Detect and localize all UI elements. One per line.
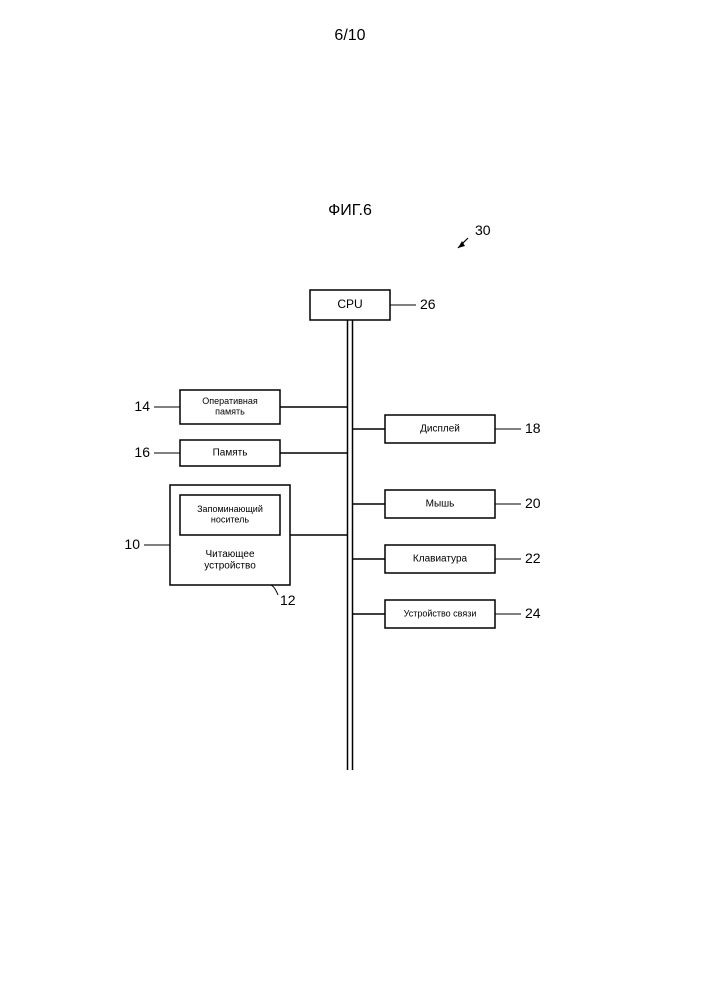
node-kbd-label: Клавиатура — [413, 554, 468, 565]
node-mem-label: Память — [213, 448, 248, 459]
nodes-layer: CPU 26 Оперативнаяпамять 14 Память 16 Запомина… — [124, 290, 540, 628]
node-comm: Устройство связи 24 — [353, 600, 541, 628]
node-cpu: CPU 26 — [310, 290, 436, 320]
node-mouse: Мышь 20 — [353, 490, 541, 518]
bus — [348, 320, 353, 770]
node-ram-label: Оперативная — [202, 396, 258, 406]
node-kbd: Клавиатура 22 — [353, 545, 541, 573]
node-cpu-label: CPU — [337, 297, 362, 311]
figure-canvas: 6/10 ФИГ.6 30 CPU 26 Оперативнаяпамять 14 Па… — [0, 0, 701, 1000]
node-mouse-label: Мышь — [426, 499, 455, 510]
ref-16: 16 — [134, 444, 150, 460]
node-display: Дисплей 18 — [353, 415, 541, 443]
system-ref-label: 30 — [475, 222, 491, 238]
figure-title: ФИГ.6 — [328, 202, 372, 219]
page-number: 6/10 — [334, 27, 365, 44]
node-ram: Оперативнаяпамять 14 — [134, 390, 347, 424]
ref-12: 12 — [280, 592, 296, 608]
ref-20: 20 — [525, 495, 541, 511]
node-mem: Память 16 — [134, 440, 347, 466]
node-comm-label: Устройство связи — [404, 608, 477, 618]
ref-22: 22 — [525, 550, 541, 566]
ref-14: 14 — [134, 398, 150, 414]
node-reader-label: Читающее — [205, 549, 254, 560]
system-reference: 30 — [458, 222, 491, 248]
ref-24: 24 — [525, 605, 541, 621]
node-reader-label: устройство — [204, 560, 256, 571]
node-reader-inner-label: Запоминающий — [197, 504, 263, 514]
node-ram-label: память — [215, 407, 245, 417]
ref-26: 26 — [420, 296, 436, 312]
node-reader: Запоминающийноситель Читающееустройство 12… — [124, 485, 347, 608]
ref-10: 10 — [124, 536, 140, 552]
ref-18: 18 — [525, 420, 541, 436]
node-display-label: Дисплей — [420, 424, 460, 435]
node-reader-inner-label: носитель — [211, 515, 249, 525]
